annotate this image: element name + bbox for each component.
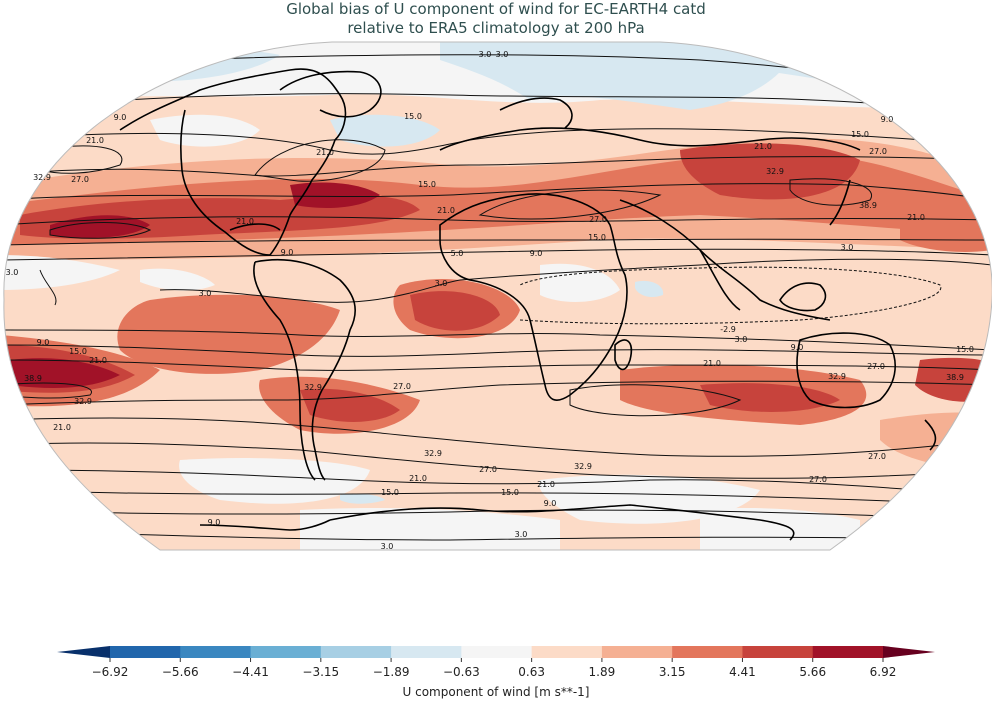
contour-label: 21.0	[53, 423, 71, 432]
contour-label: 9.0	[281, 248, 294, 257]
contour-label: 38.9	[24, 374, 42, 383]
contour-label: 21.0	[754, 142, 772, 151]
contour-label: 3.0	[435, 279, 448, 288]
contour-label: 32.9	[33, 173, 51, 182]
world-map: 3.0 3.09.0 15.021.021.021.015.09.027.032.9…	[3, 41, 992, 551]
colorbar-tick-label: 3.15	[659, 665, 686, 679]
contour-label: 15.0	[956, 345, 974, 354]
colorbar-segment	[250, 646, 322, 658]
contour-label: 27.0	[867, 362, 885, 371]
title-line-1: Global bias of U component of wind for E…	[286, 0, 706, 18]
colorbar-tick-label: −3.15	[302, 665, 339, 679]
colorbar-segment	[601, 646, 673, 658]
colorbar-segment	[320, 646, 392, 658]
colorbar-tick-label: −1.89	[373, 665, 410, 679]
contour-label: 21.0	[236, 217, 254, 226]
contour-label: 15.0	[501, 488, 519, 497]
title-line-2: relative to ERA5 climatology at 200 hPa	[347, 19, 645, 37]
colorbar-ticks: −6.92 −5.66 −4.41 −3.15 −1.89 −0.63 0.63 1.89 3.…	[92, 658, 897, 679]
coastlines	[119, 68, 937, 541]
contour-label: 3.0	[199, 289, 212, 298]
contour-label: 32.9	[74, 397, 92, 406]
contour-label: 9.0	[544, 499, 557, 508]
contour-label: 15.0	[381, 488, 399, 497]
colorbar-segments	[57, 646, 935, 658]
chart-title: Global bias of U component of wind for E…	[0, 0, 992, 38]
contour-label: 32.9	[304, 383, 322, 392]
contour-label: 9.0	[37, 338, 50, 347]
contour-label: 32.9	[828, 372, 846, 381]
colorbar-tick-label: −6.92	[92, 665, 129, 679]
map-boundary	[3, 41, 992, 551]
contour-label: 15.0	[69, 347, 87, 356]
contour-label: 15.0	[851, 130, 869, 139]
contour-label: 27.0	[869, 147, 887, 156]
contour-label: 9.0	[530, 249, 543, 258]
contour-label: 3.0	[6, 268, 19, 277]
contour-label: 38.9	[946, 373, 964, 382]
colorbar-tick-label: 4.41	[729, 665, 756, 679]
contour-label: 32.9	[424, 449, 442, 458]
colorbar-segment	[672, 646, 743, 658]
contour-label: 3.0	[515, 530, 528, 539]
contour-label: 27.0	[71, 175, 89, 184]
contour-label: 21.0	[437, 206, 455, 215]
colorbar-tick-label: 0.63	[518, 665, 545, 679]
colorbar-segment	[110, 646, 181, 658]
colorbar-segment	[742, 646, 814, 658]
contour-label: 27.0	[479, 465, 497, 474]
contour-label: 3.0	[479, 50, 492, 59]
contour-label: 27.0	[589, 215, 607, 224]
contour-label: 21.0	[907, 213, 925, 222]
contour-label: 15.0	[404, 112, 422, 121]
colorbar-extend-max	[883, 646, 935, 658]
contour-label: 15.0	[418, 180, 436, 189]
contour-label: 32.9	[766, 167, 784, 176]
colorbar-tick-label: −0.63	[443, 665, 480, 679]
colorbar-tick-label: −5.66	[162, 665, 199, 679]
contour-label: 9.0	[114, 113, 127, 122]
colorbar-segment	[180, 646, 252, 658]
contour-label: 21.0	[409, 474, 427, 483]
contour-label: 21.0	[89, 356, 107, 365]
contour-labels: 3.0 3.09.0 15.021.021.021.015.09.027.032.9…	[6, 50, 974, 551]
colorbar-extend-min	[57, 646, 110, 658]
contour-label: 21.0	[703, 359, 721, 368]
colorbar-segment	[391, 646, 462, 658]
contour-label: 27.0	[393, 382, 411, 391]
colorbar-tick-label: 5.66	[799, 665, 826, 679]
contour-label: 9.0	[791, 343, 804, 352]
contour-lines	[3, 54, 992, 541]
colorbar-label: U component of wind [m s**-1]	[403, 685, 590, 699]
contour-label: 9.0	[208, 518, 221, 527]
colorbar-tick-label: −4.41	[232, 665, 269, 679]
contour-label: 5.0	[451, 249, 464, 258]
contour-label: 3.0	[381, 542, 394, 551]
colorbar-segment	[812, 646, 884, 658]
colorbar-segment	[531, 646, 603, 658]
contour-label: 32.9	[574, 462, 592, 471]
contour-label: 3.0	[841, 243, 854, 252]
contour-label: 27.0	[868, 452, 886, 461]
contour-label: 21.0	[316, 148, 334, 157]
contour-label: 3.0	[735, 335, 748, 344]
contour-label: 21.0	[86, 136, 104, 145]
contour-label: 21.0	[537, 480, 555, 489]
colorbar-tick-label: 6.92	[870, 665, 897, 679]
contour-label: 38.9	[859, 201, 877, 210]
colorbar-segment	[461, 646, 533, 658]
contour-label: 27.0	[809, 475, 827, 484]
contour-label: 15.0	[588, 233, 606, 242]
contour-label: 3.0	[496, 50, 509, 59]
contour-label: -2.9	[720, 325, 736, 334]
contour-label: 9.0	[881, 115, 894, 124]
colorbar-tick-label: 1.89	[589, 665, 616, 679]
